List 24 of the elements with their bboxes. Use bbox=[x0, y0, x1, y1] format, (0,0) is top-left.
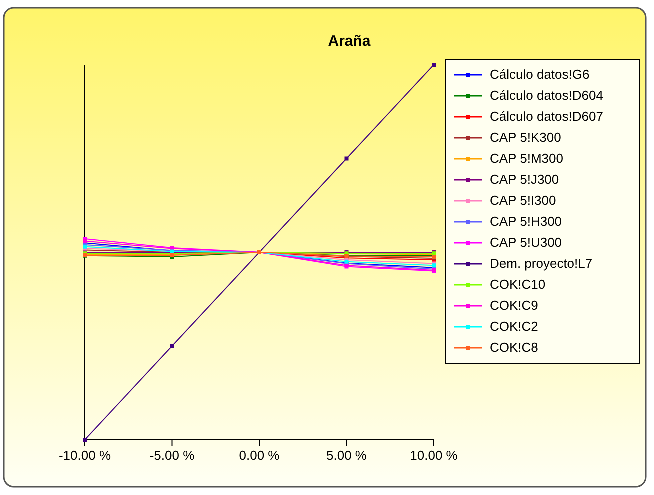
point bbox=[170, 344, 174, 348]
x-tick-label: -10.00 % bbox=[58, 448, 112, 463]
x-tick-label: 10.00 % bbox=[410, 448, 458, 463]
legend-label: CAP 5!I300 bbox=[490, 193, 556, 208]
legend-label: Cálculo datos!G6 bbox=[490, 67, 590, 82]
chart-title: Araña bbox=[328, 33, 372, 50]
legend-label: CAP 5!H300 bbox=[490, 214, 562, 229]
x-tick-label: -5.00 % bbox=[150, 448, 196, 463]
point bbox=[344, 156, 349, 161]
legend-label: CAP 5!U300 bbox=[490, 235, 562, 250]
legend-label: Cálculo datos!D604 bbox=[490, 88, 604, 103]
point bbox=[432, 63, 436, 67]
legend-label: CAP 5!K300 bbox=[490, 130, 562, 145]
legend-label: Cálculo datos!D607 bbox=[490, 109, 604, 124]
x-tick-label: 5.00 % bbox=[326, 448, 368, 463]
legend-label: CAP 5!J300 bbox=[490, 172, 560, 187]
legend-label: Dem. proyecto!L7 bbox=[490, 256, 593, 271]
legend-label: COK!C2 bbox=[490, 319, 538, 334]
legend-label: CAP 5!M300 bbox=[490, 151, 564, 166]
legend-label: COK!C9 bbox=[490, 298, 538, 313]
legend-label: COK!C10 bbox=[490, 277, 546, 292]
x-tick-label: 0.00 % bbox=[239, 448, 280, 463]
point bbox=[83, 438, 87, 442]
legend-label: COK!C8 bbox=[490, 340, 538, 355]
